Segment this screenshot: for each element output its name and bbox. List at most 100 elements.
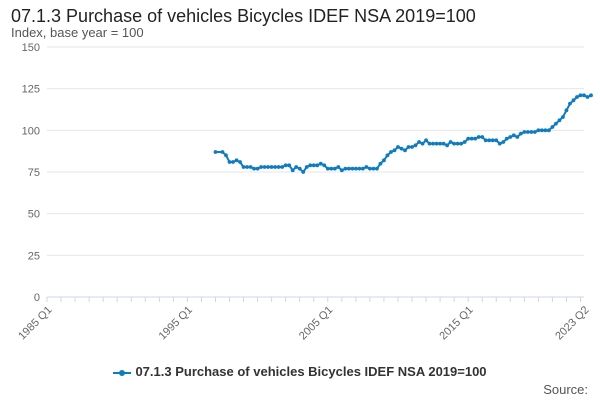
- data-point[interactable]: [329, 166, 334, 171]
- data-point[interactable]: [582, 93, 586, 98]
- data-point[interactable]: [343, 166, 348, 171]
- data-point[interactable]: [561, 115, 565, 119]
- data-point[interactable]: [529, 130, 534, 134]
- data-point[interactable]: [469, 136, 474, 141]
- data-point[interactable]: [339, 168, 344, 173]
- data-point[interactable]: [508, 135, 513, 139]
- data-point[interactable]: [539, 128, 544, 133]
- data-point[interactable]: [585, 95, 590, 99]
- data-point[interactable]: [322, 163, 327, 168]
- data-point[interactable]: [304, 165, 309, 169]
- data-point[interactable]: [297, 166, 302, 171]
- data-point[interactable]: [318, 161, 323, 166]
- data-point[interactable]: [494, 138, 499, 143]
- data-point[interactable]: [280, 165, 285, 169]
- data-point[interactable]: [571, 98, 576, 103]
- data-point[interactable]: [438, 141, 442, 146]
- data-point[interactable]: [564, 108, 569, 113]
- data-point[interactable]: [364, 165, 369, 169]
- data-point[interactable]: [283, 163, 288, 168]
- data-point[interactable]: [241, 165, 246, 169]
- data-point[interactable]: [308, 163, 313, 168]
- data-point[interactable]: [325, 166, 330, 171]
- data-point[interactable]: [406, 145, 411, 149]
- data-point[interactable]: [375, 166, 379, 171]
- data-point[interactable]: [487, 138, 492, 143]
- data-point[interactable]: [525, 130, 530, 134]
- data-point[interactable]: [273, 165, 278, 169]
- data-point[interactable]: [385, 153, 390, 158]
- chart-legend[interactable]: 07.1.3 Purchase of vehicles Bicycles IDE…: [0, 364, 600, 379]
- data-point[interactable]: [259, 165, 263, 169]
- data-point[interactable]: [497, 141, 502, 146]
- data-point[interactable]: [448, 140, 453, 144]
- data-point[interactable]: [252, 166, 256, 171]
- data-point[interactable]: [554, 121, 558, 126]
- data-point[interactable]: [547, 128, 551, 133]
- data-point[interactable]: [403, 148, 407, 153]
- data-point[interactable]: [515, 135, 520, 139]
- data-point[interactable]: [522, 130, 527, 134]
- data-point[interactable]: [490, 138, 495, 143]
- data-point[interactable]: [410, 145, 414, 149]
- data-point[interactable]: [568, 101, 572, 106]
- data-point[interactable]: [473, 136, 478, 141]
- data-point[interactable]: [276, 165, 281, 169]
- data-point[interactable]: [301, 170, 306, 174]
- data-point[interactable]: [234, 158, 239, 163]
- data-point[interactable]: [434, 141, 439, 146]
- data-point[interactable]: [213, 150, 218, 154]
- data-point[interactable]: [578, 93, 583, 98]
- data-point[interactable]: [255, 166, 260, 171]
- data-point[interactable]: [452, 141, 457, 146]
- data-point[interactable]: [353, 166, 358, 171]
- data-point[interactable]: [315, 163, 320, 168]
- data-point[interactable]: [445, 143, 450, 148]
- data-point[interactable]: [424, 138, 428, 143]
- data-point[interactable]: [346, 166, 351, 171]
- data-point[interactable]: [294, 165, 299, 169]
- data-point[interactable]: [269, 165, 274, 169]
- data-point[interactable]: [396, 145, 400, 149]
- data-point[interactable]: [399, 146, 404, 151]
- data-point[interactable]: [501, 140, 506, 144]
- data-point[interactable]: [336, 165, 341, 169]
- data-point[interactable]: [441, 141, 446, 146]
- data-point[interactable]: [476, 135, 481, 139]
- data-point[interactable]: [224, 153, 228, 158]
- data-point[interactable]: [227, 160, 232, 164]
- data-point[interactable]: [536, 128, 541, 133]
- data-point[interactable]: [248, 165, 253, 169]
- data-point[interactable]: [466, 136, 471, 141]
- data-point[interactable]: [262, 165, 267, 169]
- data-point[interactable]: [550, 125, 555, 129]
- data-point[interactable]: [462, 140, 467, 144]
- data-point[interactable]: [504, 136, 509, 141]
- data-point[interactable]: [332, 166, 337, 171]
- data-point[interactable]: [557, 118, 562, 123]
- data-point[interactable]: [382, 158, 386, 163]
- data-point[interactable]: [287, 163, 292, 168]
- data-point[interactable]: [266, 165, 271, 169]
- data-point[interactable]: [480, 135, 485, 139]
- data-point[interactable]: [532, 130, 537, 134]
- data-point[interactable]: [350, 166, 355, 171]
- data-point[interactable]: [575, 95, 579, 99]
- data-point[interactable]: [231, 160, 235, 164]
- data-point[interactable]: [427, 141, 432, 146]
- data-point[interactable]: [311, 163, 316, 168]
- data-point[interactable]: [543, 128, 548, 133]
- data-point[interactable]: [360, 166, 365, 171]
- data-point[interactable]: [290, 168, 295, 173]
- data-point[interactable]: [518, 131, 523, 136]
- data-point[interactable]: [357, 166, 362, 171]
- data-point[interactable]: [483, 138, 488, 143]
- data-point[interactable]: [220, 150, 225, 154]
- data-point[interactable]: [511, 133, 516, 138]
- data-point[interactable]: [245, 165, 249, 169]
- data-point[interactable]: [413, 143, 418, 148]
- data-point[interactable]: [431, 141, 435, 146]
- data-point[interactable]: [392, 148, 397, 153]
- data-point[interactable]: [589, 93, 593, 98]
- data-point[interactable]: [238, 160, 242, 164]
